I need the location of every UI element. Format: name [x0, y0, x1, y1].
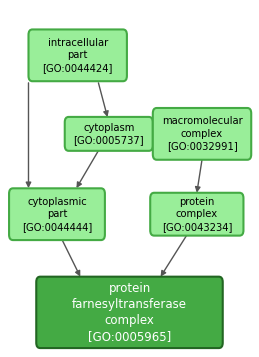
FancyBboxPatch shape — [9, 188, 105, 240]
Text: intracellular
part
[GO:0044424]: intracellular part [GO:0044424] — [42, 38, 113, 73]
Text: macromolecular
complex
[GO:0032991]: macromolecular complex [GO:0032991] — [162, 116, 242, 151]
FancyBboxPatch shape — [36, 277, 223, 348]
FancyBboxPatch shape — [150, 193, 243, 236]
FancyBboxPatch shape — [28, 29, 127, 81]
Text: cytoplasmic
part
[GO:0044444]: cytoplasmic part [GO:0044444] — [22, 197, 92, 232]
FancyBboxPatch shape — [153, 108, 251, 160]
FancyBboxPatch shape — [65, 117, 153, 151]
Text: protein
complex
[GO:0043234]: protein complex [GO:0043234] — [162, 197, 232, 232]
Text: protein
farnesyltransferase
complex
[GO:0005965]: protein farnesyltransferase complex [GO:… — [72, 282, 187, 343]
Text: cytoplasm
[GO:0005737]: cytoplasm [GO:0005737] — [74, 123, 144, 145]
